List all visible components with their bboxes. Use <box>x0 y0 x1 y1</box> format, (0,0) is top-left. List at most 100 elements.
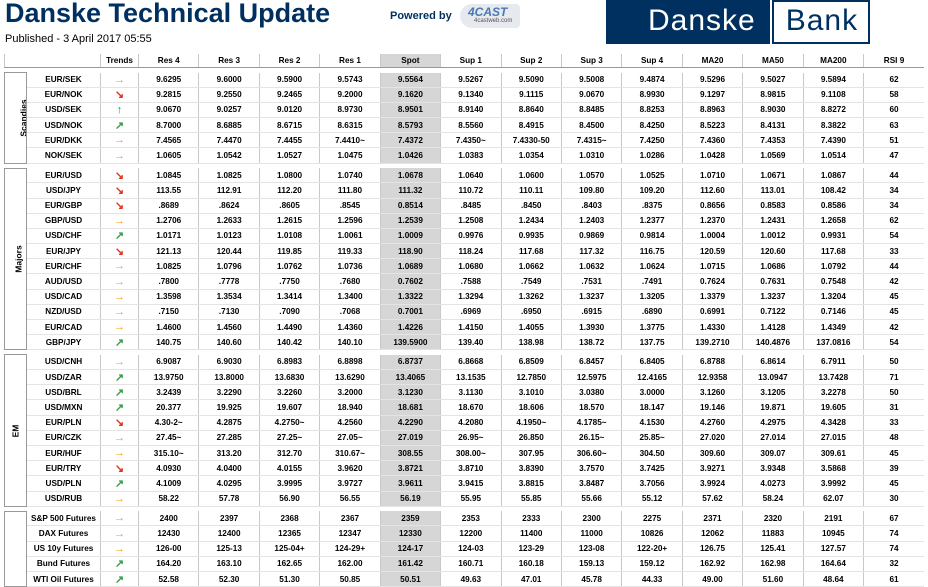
cell: 12062 <box>681 525 743 542</box>
cell: 161.42 <box>379 556 441 573</box>
cell: 8.4131 <box>742 117 804 134</box>
trend-arrow: ↗ <box>100 228 139 245</box>
cell: 4.1785~ <box>560 415 622 431</box>
cell: 9.6000 <box>198 72 260 88</box>
cell: 1.0624 <box>621 258 683 275</box>
cell: 32 <box>863 556 924 573</box>
cell: 12330 <box>379 525 441 542</box>
cell: 3.2000 <box>319 384 381 401</box>
cell: 12.7850 <box>500 369 562 386</box>
bank-word: Danske <box>606 0 770 44</box>
cell: 55.85 <box>500 491 562 507</box>
cell: 47.01 <box>500 571 562 587</box>
cell: 50 <box>863 384 924 401</box>
table-row: USD/MXN ↗ 20.377 19.925 19.607 18.940 18.681 18… <box>5 399 924 416</box>
cell: 4.2750~ <box>258 415 320 431</box>
cell: 0.7631 <box>742 273 804 290</box>
table-row: USD/JPY ↘ 113.55 112.91 112.20 111.80 111.32 11… <box>5 182 924 199</box>
cell: 3.1130 <box>440 384 502 401</box>
cell: 7.4372 <box>379 132 441 149</box>
trend-arrow: → <box>100 430 139 447</box>
cell: 47 <box>863 147 924 164</box>
cell: 34 <box>863 182 924 199</box>
table-row: USD/RUB → 58.22 57.78 56.90 56.55 56.19 55.95 55… <box>5 491 924 507</box>
cell: 309.61 <box>802 445 864 462</box>
cell: 3.9415 <box>440 475 502 492</box>
cell: 0.7146 <box>802 304 864 321</box>
cell: 4.0930 <box>137 460 199 477</box>
cell: .6969 <box>440 304 502 321</box>
cell: 8.4915 <box>500 117 562 134</box>
cell: 126-00 <box>137 541 199 557</box>
cell: 310.67~ <box>319 445 381 462</box>
cell: 139.40 <box>440 334 502 351</box>
cell: 1.0012 <box>742 228 804 245</box>
cell: 312.70 <box>258 445 320 462</box>
cell: .8403 <box>560 198 622 214</box>
cell: 51 <box>863 132 924 149</box>
cell: 7.4315~ <box>560 132 622 149</box>
table-row: USD/PLN ↗ 4.1009 4.0295 3.9995 3.9727 3.9611 3.… <box>5 475 924 492</box>
cell: 1.3400 <box>319 289 381 305</box>
cell: 4.3428 <box>802 415 864 431</box>
instrument: USD/BRL <box>26 384 101 401</box>
cell: 306.60~ <box>560 445 622 462</box>
cell: 0.9814 <box>621 228 683 245</box>
group-cell: Scandies <box>4 72 27 164</box>
cell: 117.32 <box>560 243 622 260</box>
cell: 3.8390 <box>500 460 562 477</box>
cell: 6.8983 <box>258 354 320 371</box>
table-row: Other MarketsS&P 500 Futures→24002397236… <box>4 510 924 587</box>
column-header: Res 1 <box>319 54 381 68</box>
instrument: NOK/SEK <box>26 147 101 164</box>
table-row: Scandies EUR/SEK → 9.6295 9.6000 9.5900 9.5743… <box>4 72 924 164</box>
table-row: EM USD/CNH → 6.9087 6.9030 6.8983 6.8898 6.8737… <box>4 354 924 507</box>
cell: .6915 <box>560 304 622 321</box>
cell: 138.98 <box>500 334 562 351</box>
cell: 63 <box>863 117 924 134</box>
instrument: EUR/PLN <box>26 415 101 431</box>
trend-arrow: → <box>100 304 139 321</box>
cell: 20.377 <box>137 399 199 416</box>
cell: 62 <box>863 213 924 229</box>
cell: 309.60 <box>681 445 743 462</box>
cell: 1.3237 <box>560 289 622 305</box>
cell: 162.92 <box>681 556 743 573</box>
table-row: EUR/CAD → 1.4600 1.4560 1.4490 1.4360 1.4226 1.… <box>5 319 924 336</box>
cell: .7778 <box>198 273 260 290</box>
cell: 2191 <box>802 511 864 527</box>
group-label: Majors <box>13 245 24 273</box>
cell: 6.8405 <box>621 354 683 371</box>
cell: 119.85 <box>258 243 320 260</box>
cell: 9.0120 <box>258 102 320 119</box>
cell: 1.0680 <box>440 258 502 275</box>
cell: 110.72 <box>440 182 502 199</box>
cell: 12200 <box>440 525 502 542</box>
cell: 12347 <box>319 525 381 542</box>
cell: 0.8583 <box>742 198 804 214</box>
cell: 12365 <box>258 525 320 542</box>
cell: 4.0400 <box>198 460 260 477</box>
cell: 1.3379 <box>681 289 743 305</box>
cell: 1.0736 <box>319 258 381 275</box>
cell: 54 <box>863 334 924 351</box>
cell: 125-04+ <box>258 541 320 557</box>
trend-arrow: ↗ <box>100 117 139 134</box>
table-row: WTI Oil Futures ↗ 52.58 52.30 51.30 50.85 50.5… <box>5 571 924 587</box>
table-row: US 10y Futures → 126-00 125-13 125-04+ 124-29… <box>5 541 924 557</box>
cell: 18.670 <box>440 399 502 416</box>
cell: 111.32 <box>379 182 441 199</box>
cell: 45 <box>863 304 924 321</box>
cell: 4.0295 <box>198 475 260 492</box>
table-row: GBP/USD → 1.2706 1.2633 1.2615 1.2596 1.2539 1.… <box>5 213 924 229</box>
trend-arrow: → <box>100 132 139 149</box>
cell: 162.65 <box>258 556 320 573</box>
cell: 8.9140 <box>440 102 502 119</box>
table-row: USD/NOK ↗ 8.7000 8.6885 8.6715 8.6315 8.5793 8.… <box>5 117 924 134</box>
instrument: AUD/USD <box>26 273 101 290</box>
cell: 8.8963 <box>681 102 743 119</box>
cell: 1.0570 <box>560 168 622 184</box>
instrument: NZD/USD <box>26 304 101 321</box>
cell: 113.01 <box>742 182 804 199</box>
cell: 26.95~ <box>440 430 502 447</box>
